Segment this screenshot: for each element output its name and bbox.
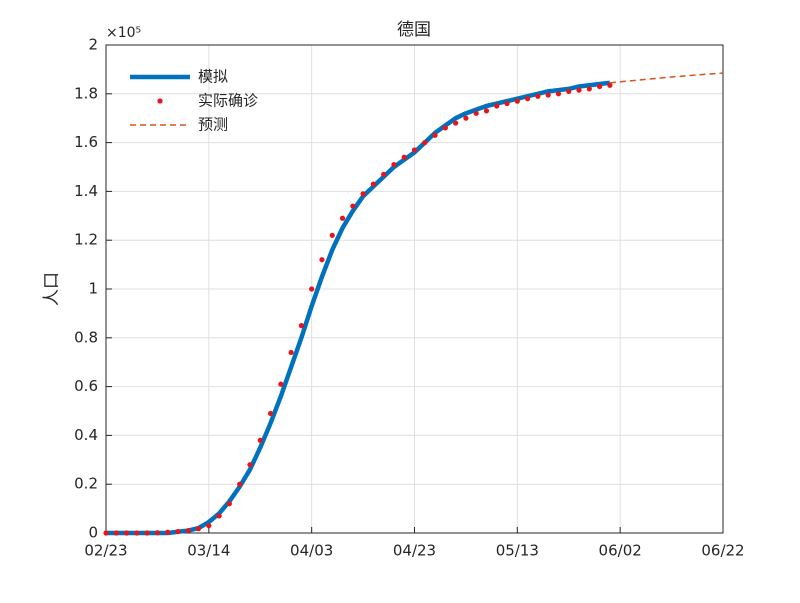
data-point [514, 98, 520, 104]
data-point [401, 154, 407, 160]
y-tick-label: 0.4 [74, 426, 98, 444]
data-point [226, 501, 232, 507]
data-point [391, 161, 397, 168]
data-point [113, 530, 119, 536]
data-point [535, 93, 541, 99]
data-point [123, 530, 130, 536]
data-point [422, 140, 428, 146]
data-point [442, 125, 448, 131]
data-point [483, 108, 490, 114]
data-point [278, 381, 284, 387]
data-point [360, 191, 366, 197]
data-point [185, 527, 191, 534]
y-tick-label: 1 [88, 280, 98, 298]
y-tick-label: 0.8 [74, 328, 98, 346]
y-tick-label: 1.2 [74, 231, 98, 249]
data-point [473, 110, 479, 116]
data-point [576, 87, 582, 93]
data-point [257, 437, 263, 443]
x-tick-label: 02/23 [84, 542, 127, 560]
data-point [555, 91, 562, 97]
data-point [566, 88, 572, 94]
data-point [381, 171, 387, 177]
forecast-line [609, 72, 724, 84]
y-tick-label: 0.2 [74, 475, 98, 493]
legend-symbol [157, 98, 163, 104]
data-point [545, 92, 551, 98]
data-point [607, 82, 613, 88]
data-point [195, 526, 202, 532]
data-point [319, 257, 325, 263]
data-point [463, 115, 469, 121]
data-point [525, 96, 531, 102]
data-point [216, 513, 222, 519]
data-point [237, 481, 243, 487]
x-tick-label: 06/02 [599, 542, 642, 560]
x-tick-label: 04/03 [290, 542, 333, 560]
x-tick-label: 03/14 [187, 542, 230, 560]
y-tick-label: 0 [88, 524, 98, 542]
legend-label: 预测 [198, 116, 228, 134]
y-axis-label: 人口 [42, 272, 62, 306]
data-point [586, 86, 592, 92]
data-point [134, 530, 140, 536]
y-tick-label: 0.6 [74, 377, 98, 395]
data-point [298, 323, 304, 329]
data-point [267, 410, 274, 417]
x-tick-label: 06/22 [701, 542, 744, 560]
y-tick-label: 2 [88, 36, 98, 54]
chart-title: 德国 [397, 20, 431, 40]
legend-label: 实际确诊 [198, 92, 258, 110]
legend-label: 模拟 [198, 68, 228, 86]
data-point [370, 181, 376, 187]
data-point [453, 120, 459, 126]
data-point [350, 203, 356, 209]
data-point [411, 147, 418, 153]
x-tick-label: 05/13 [496, 542, 539, 560]
y-tick-label: 1.6 [74, 133, 98, 151]
data-point [329, 232, 335, 238]
y-tick-label: 1.4 [74, 182, 98, 200]
data-point [432, 132, 438, 138]
data-point [494, 103, 500, 109]
y-multiplier: ×10⁵ [106, 25, 141, 41]
data-point [154, 530, 161, 536]
x-tick-label: 04/23 [393, 542, 436, 560]
data-point [247, 462, 253, 468]
data-point [103, 530, 109, 536]
data-point [175, 528, 181, 535]
data-point [206, 523, 212, 529]
data-point [504, 100, 510, 107]
axes-box [105, 44, 724, 534]
data-point [165, 529, 171, 535]
data-point [339, 215, 346, 221]
y-tick-label: 1.8 [74, 84, 98, 102]
data-point [597, 83, 603, 90]
data-point [144, 530, 150, 536]
data-point [288, 349, 294, 356]
data-point [309, 286, 315, 292]
